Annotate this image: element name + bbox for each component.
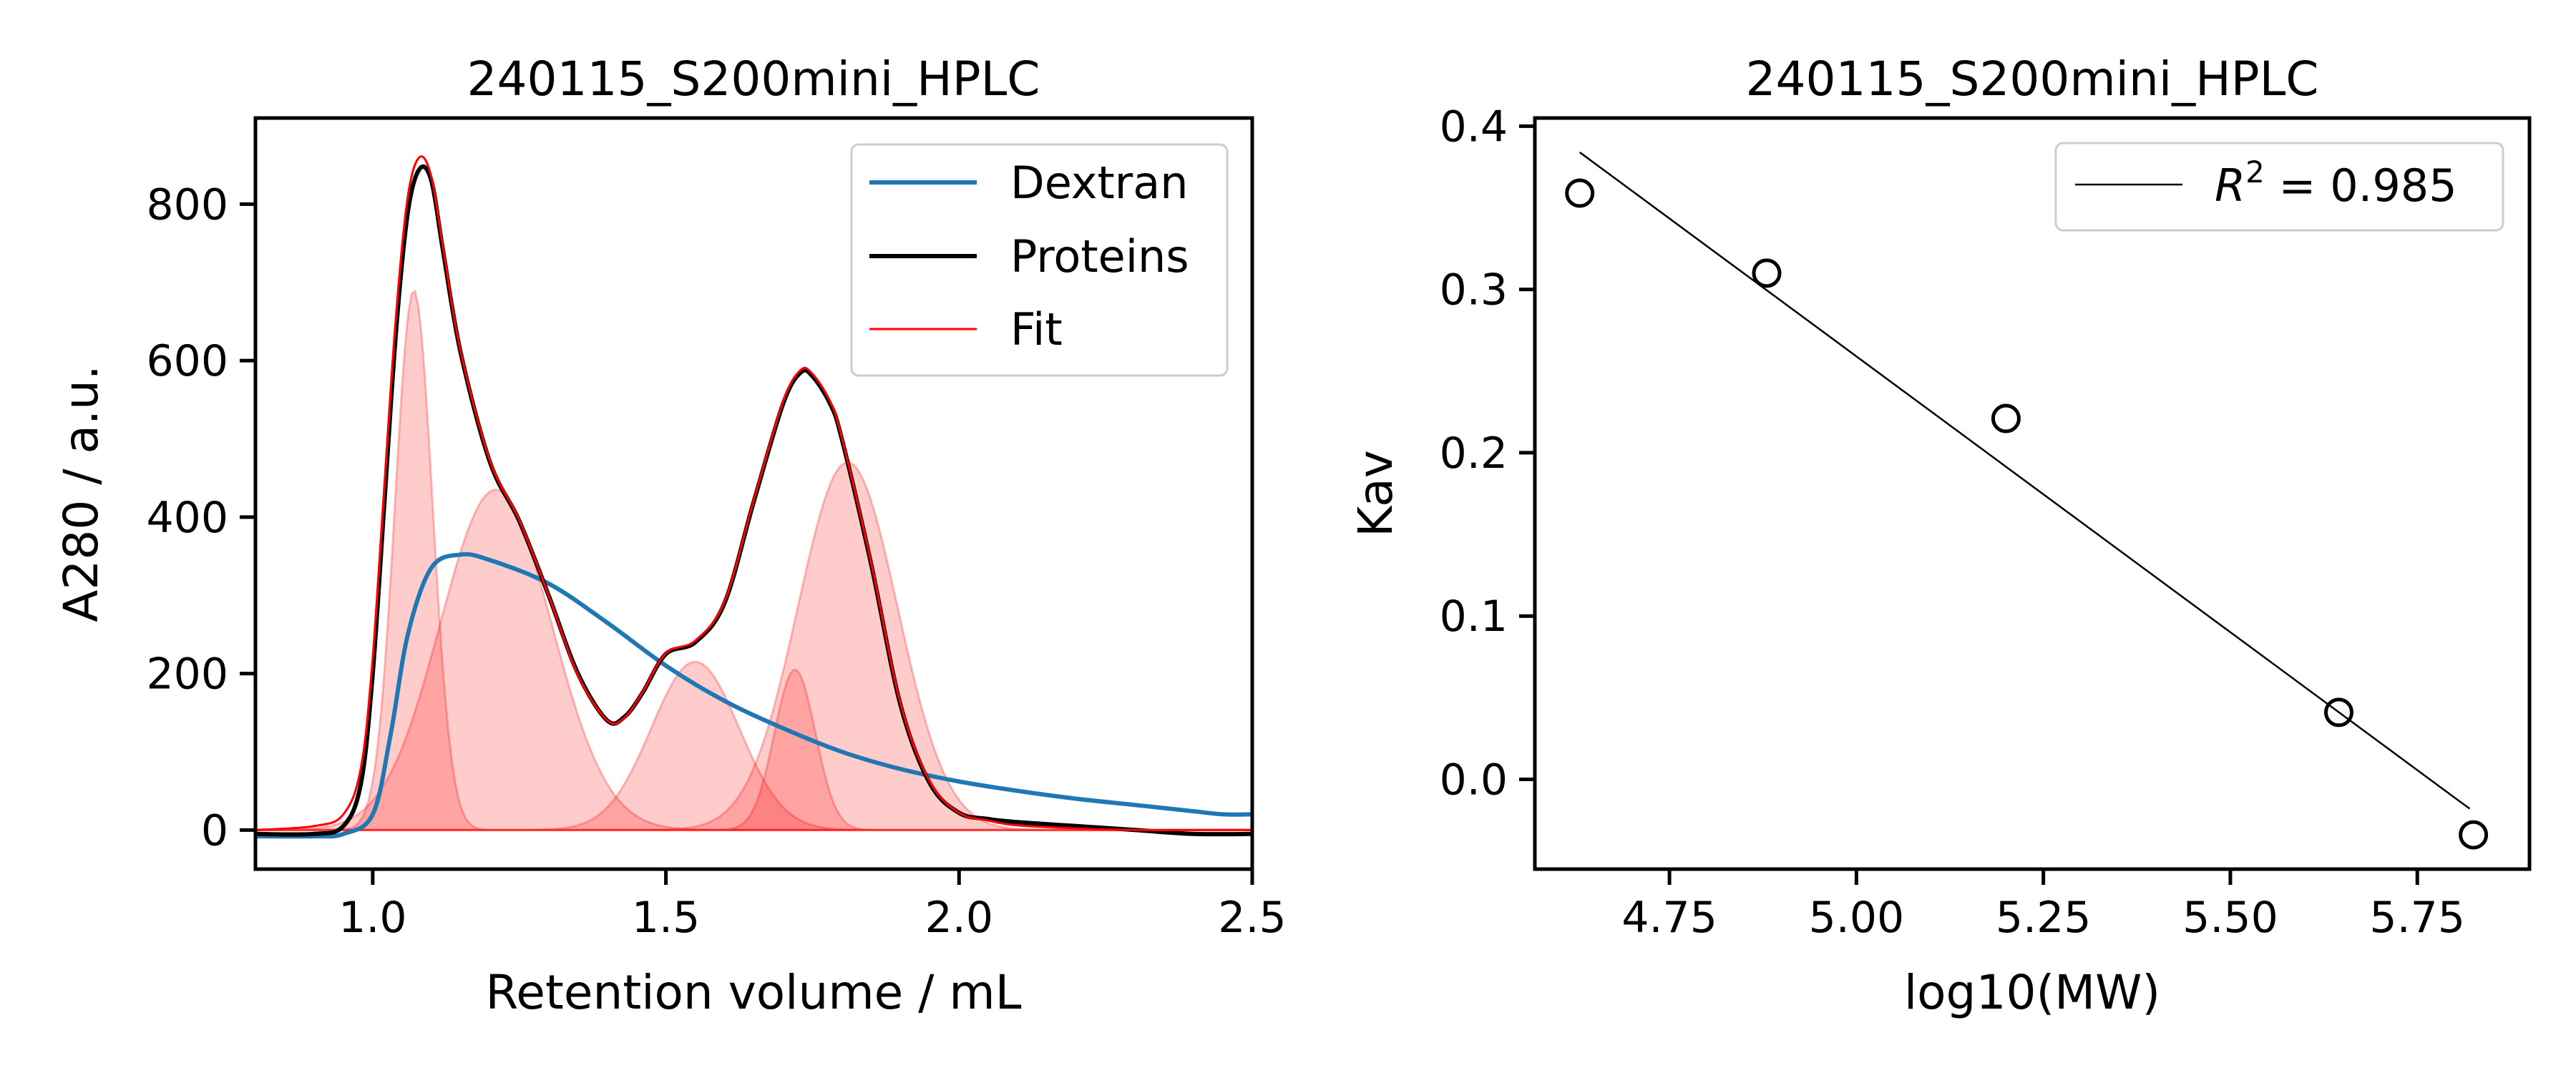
right-y-axis-label: Kav (1348, 450, 1403, 537)
data-point (2459, 820, 2489, 850)
left-axes-frame (253, 116, 1254, 871)
regression-line (1579, 151, 2471, 810)
left-y-tick-label: 0 (201, 805, 228, 856)
fit-line (255, 155, 1252, 831)
legend-r2-symbol: R (2215, 160, 2245, 212)
right-x-tick-label: 5.00 (1809, 893, 1905, 943)
right-x-tick-label: 4.75 (1621, 893, 1717, 943)
right-legend: R2 = 0.985 (2054, 142, 2504, 232)
right-y-tick-label: 0.1 (1440, 592, 1508, 642)
left-legend: Dextran Proteins Fit (850, 143, 1229, 377)
left-x-ticks: 1.0 1.5 2.0 2.5 (338, 869, 1287, 943)
right-fit-line (1579, 151, 2471, 810)
left-chart-title: 240115_S200mini_HPLC (467, 52, 1040, 107)
legend-r2-label: R2 = 0.985 (2215, 155, 2457, 212)
left-y-tick-label: 800 (146, 180, 228, 230)
right-points (1565, 178, 2489, 850)
right-y-tick-label: 0.3 (1440, 265, 1508, 315)
legend-r2-exponent: 2 (2245, 155, 2265, 190)
left-y-tick-label: 400 (146, 493, 228, 543)
right-y-tick-label: 0.0 (1440, 755, 1508, 805)
left-y-tick-label: 600 (146, 336, 228, 386)
dextran-line (255, 552, 1252, 839)
right-x-tick-label: 5.25 (1996, 893, 2092, 943)
left-x-tick-label: 1.5 (632, 893, 700, 943)
left-chart: 1.0 1.5 2.0 2.5 0 200 400 600 800 240115_S200mi… (54, 52, 1287, 1020)
right-y-tick-label: 0.4 (1440, 102, 1508, 152)
legend-r2-value: = 0.985 (2265, 160, 2457, 212)
left-y-ticks: 0 200 400 600 800 (146, 180, 255, 856)
left-x-tick-label: 1.0 (338, 893, 406, 943)
left-legend-box (850, 143, 1229, 377)
left-series-lines (255, 155, 1252, 839)
right-x-tick-label: 5.50 (2182, 893, 2278, 943)
right-chart-title: 240115_S200mini_HPLC (1746, 52, 2319, 107)
right-chart: 4.75 5.00 5.25 5.50 5.75 0.0 0.1 0.2 0.3 0.4 240… (1348, 52, 2532, 1020)
data-point (1752, 258, 1782, 288)
right-axes-frame (1533, 116, 2532, 871)
data-point (1991, 403, 2021, 433)
data-point (2323, 697, 2353, 727)
legend-fit-label: Fit (1010, 303, 1063, 356)
data-point (1565, 178, 1595, 208)
right-x-axis-label: log10(MW) (1904, 965, 2160, 1020)
left-x-tick-label: 2.5 (1218, 893, 1286, 943)
right-y-ticks: 0.0 0.1 0.2 0.3 0.4 (1440, 102, 1535, 805)
right-x-ticks: 4.75 5.00 5.25 5.50 5.75 (1621, 869, 2465, 943)
legend-dextran-label: Dextran (1010, 157, 1189, 209)
right-y-tick-label: 0.2 (1440, 428, 1508, 479)
right-x-tick-label: 5.75 (2369, 893, 2465, 943)
left-x-axis-label: Retention volume / mL (486, 965, 1022, 1020)
left-x-tick-label: 2.0 (925, 893, 993, 943)
legend-proteins-label: Proteins (1010, 230, 1189, 283)
left-y-axis-label: A280 / a.u. (54, 365, 109, 622)
right-legend-box (2054, 142, 2504, 232)
left-y-tick-label: 200 (146, 650, 228, 700)
